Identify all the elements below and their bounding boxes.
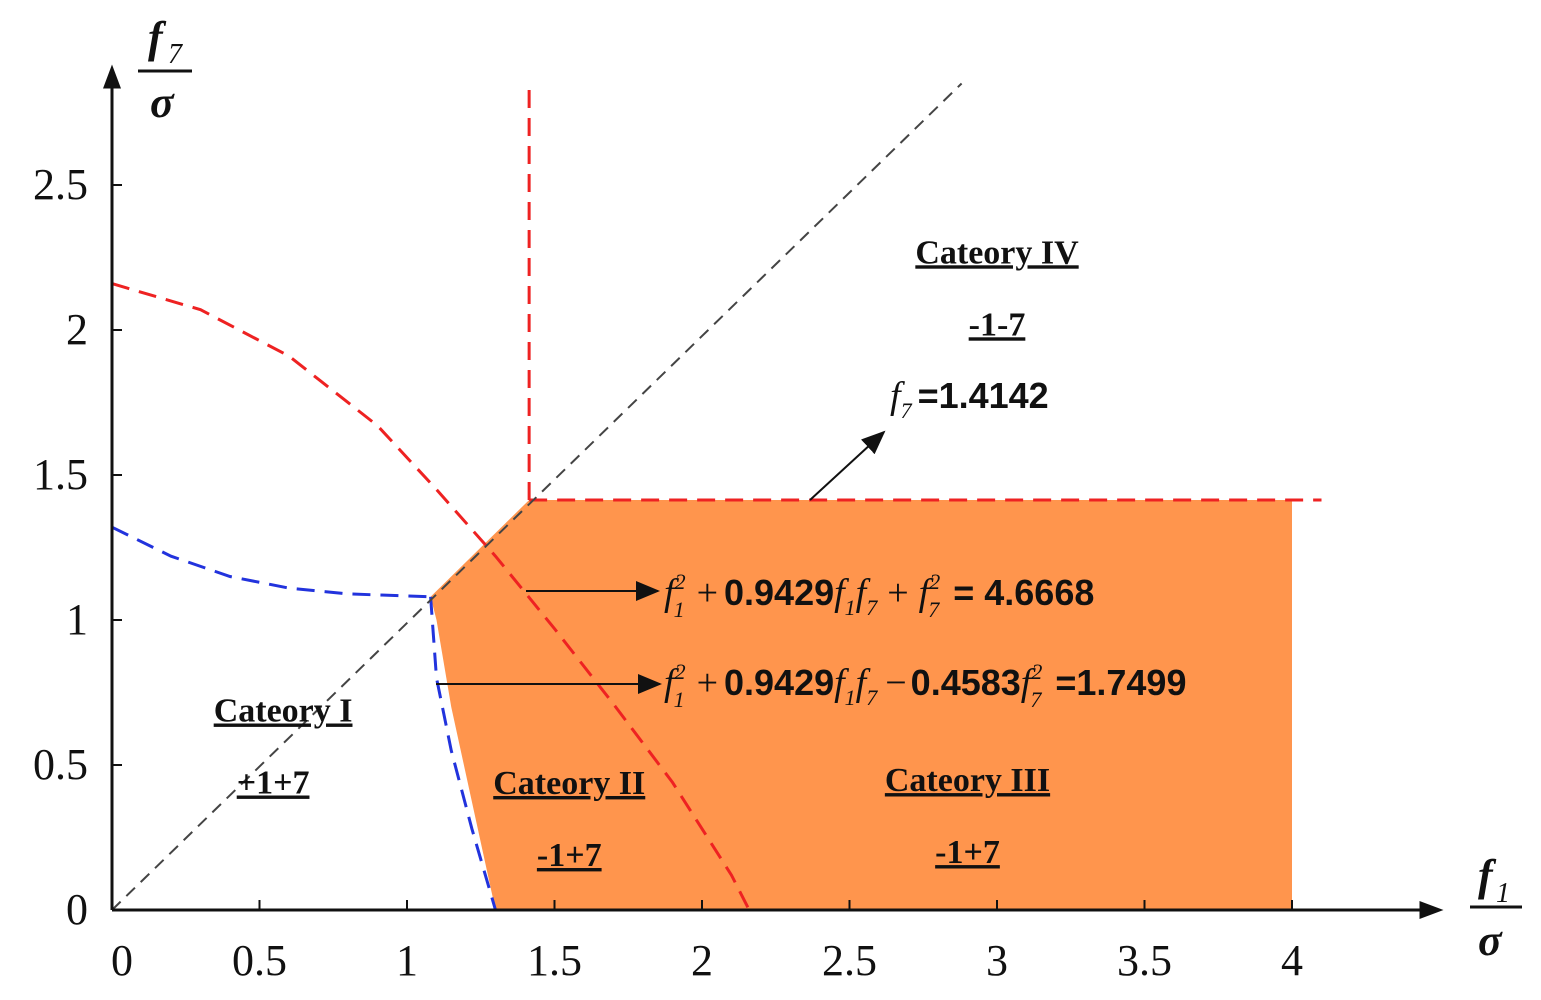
y-axis-label: f 7 σ [138,13,192,127]
y-tick-label: 0.5 [33,740,88,789]
series-line-0 [111,282,751,911]
x-tick-label: 2.5 [822,936,877,985]
tick-layer: 0 0.5 1 1.5 2 2.5 3 3.5 4 0 0.5 1 1.5 2 2.5 [33,160,1303,985]
x-axis-label: f 1 σ [1470,851,1522,965]
y-tick-label: 0 [66,885,88,934]
y-tick-label: 2.5 [33,160,88,209]
shaded-region [430,499,1293,910]
category-labels: Cateory I +1+7 Cateory II -1+7 Cateory III -1… [214,234,1079,874]
series-line-4 [429,596,497,911]
x-label-symbol: f [1478,851,1497,900]
x-tick-label: 4 [1281,936,1303,985]
y-axis-arrow [103,64,121,89]
y-tick-label: 1.5 [33,450,88,499]
x-tick-label: 1.5 [527,936,582,985]
category-label-4: Cateory IV [915,234,1079,271]
x-tick-label: 1 [396,936,418,985]
category-label-3: Cateory III [885,762,1050,799]
x-tick-label: 0 [111,936,133,985]
category-label-2: Cateory II [493,765,645,802]
y-label-subscript: 7 [168,39,183,70]
arrow-f7-annotation [809,430,886,501]
y-label-symbol: f [148,13,167,62]
f7-value-label: f7 =1.4142 [890,375,1049,423]
x-tick-label: 3.5 [1117,936,1172,985]
category-sign-2: -1+7 [537,837,602,874]
equation-2: f2 1 +0.9429f1f7−0.4583f2 7 =1.7499 [664,659,1186,712]
series-line-3 [111,525,431,599]
x-axis-arrow [1419,901,1444,919]
category-label-1: Cateory I [214,693,353,730]
y-label-denominator: σ [150,78,175,127]
y-tick-label: 2 [66,305,88,354]
x-tick-label: 0.5 [232,936,287,985]
x-label-subscript: 1 [1496,878,1510,909]
equation-1: f2 1 +0.9429f1f7 + f2 7 = 4.6668 [664,569,1094,622]
category-sign-4: -1-7 [969,306,1026,343]
series-layer [111,82,1322,911]
category-sign-1: +1+7 [237,765,310,802]
x-tick-label: 3 [986,936,1008,985]
y-tick-label: 1 [66,595,88,644]
category-sign-3: -1+7 [935,834,1000,871]
x-tick-label: 2 [691,936,713,985]
series-line-5 [111,82,963,911]
x-label-denominator: σ [1478,916,1503,965]
